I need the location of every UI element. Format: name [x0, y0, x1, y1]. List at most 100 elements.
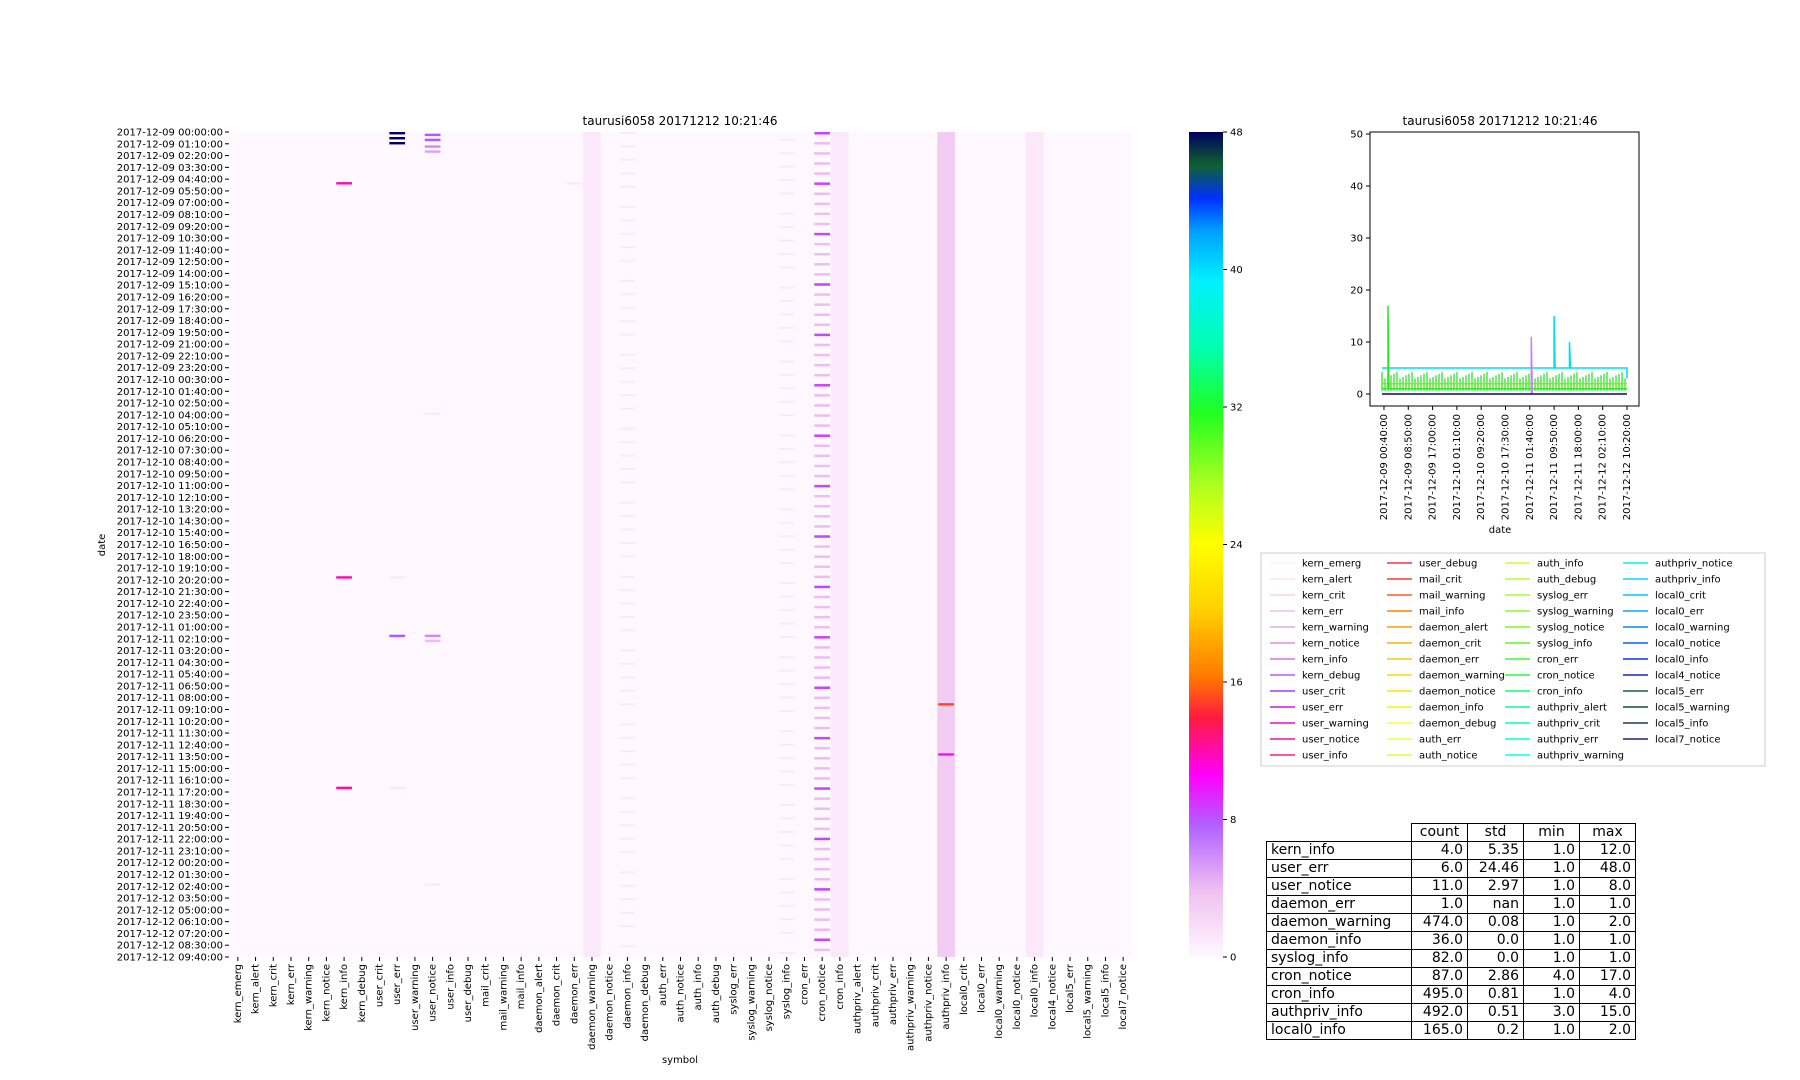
heatmap-cell [814, 696, 830, 700]
heatmap-cell [814, 625, 830, 629]
heatmap-cell [814, 313, 830, 316]
line-chart-x-tick-label: 2017-12-09 17:00:00 [1428, 414, 1439, 520]
legend-label: user_crit [1302, 687, 1345, 698]
line-chart-x-tick-label: 2017-12-11 18:00:00 [1573, 414, 1584, 520]
line-chart-y-tick-label: 10 [1350, 338, 1363, 349]
heatmap-y-tick-label: 2017-12-09 00:00:00 [117, 128, 223, 139]
heatmap-x-tick-label: local0_info [1030, 964, 1041, 1017]
heatmap-cell [778, 152, 795, 155]
heatmap-cell [619, 555, 636, 558]
stats-cell-name: user_notice [1266, 877, 1412, 896]
heatmap-cell [778, 844, 795, 847]
heatmap-y-tick-label: 2017-12-12 00:20:00 [117, 858, 223, 869]
heatmap-y-tick-label: 2017-12-12 03:50:00 [117, 894, 223, 905]
colorbar-tick-label: 0 [1230, 953, 1236, 964]
heatmap-cell [814, 363, 830, 367]
stats-cell-count: 87.0 [1411, 967, 1468, 986]
heatmap-x-tick-label: local7_notice [1118, 964, 1129, 1029]
heatmap-y-tick-label: 2017-12-09 04:40:00 [117, 175, 223, 186]
legend-label: syslog_err [1537, 591, 1589, 602]
heatmap-x-tick-label: local0_notice [1012, 964, 1023, 1029]
heatmap-cell [814, 636, 830, 639]
stats-cell-max: 12.0 [1579, 841, 1636, 860]
heatmap-cell [814, 323, 830, 327]
heatmap-cell [778, 360, 795, 363]
heatmap-cell [619, 394, 636, 397]
heatmap-x-tick-label: daemon_alert [534, 964, 545, 1033]
heatmap-y-tick-label: 2017-12-12 02:40:00 [117, 882, 223, 893]
colorbar-tick-label: 16 [1230, 678, 1243, 689]
heatmap-y-tick-label: 2017-12-10 21:30:00 [117, 587, 223, 598]
stats-cell-name: cron_info [1266, 985, 1412, 1004]
heatmap-column-local0_info [1025, 132, 1044, 957]
stats-cell-max: 2.0 [1579, 913, 1636, 932]
heatmap-cell [814, 555, 830, 558]
legend-label: local4_notice [1655, 671, 1720, 682]
heatmap-cell [814, 293, 830, 296]
heatmap-cell [778, 656, 795, 659]
legend-label: daemon_alert [1419, 623, 1488, 634]
heatmap-y-tick-label: 2017-12-11 17:20:00 [117, 788, 223, 799]
heatmap-cell [778, 931, 795, 934]
colorbar: 0 8 16 24 32 40 48 [1189, 128, 1243, 964]
heatmap-y-tick-label: 2017-12-12 05:00:00 [117, 905, 223, 916]
heatmap-cell [814, 787, 830, 790]
stats-cell-std: 0.0 [1467, 931, 1524, 950]
stats-cell-std: 24.46 [1467, 859, 1524, 878]
legend-label: kern_notice [1302, 639, 1360, 650]
stats-cell-max: 1.0 [1579, 895, 1636, 914]
heatmap-cell [778, 535, 795, 538]
heatmap-x-tick-label: kern_warning [304, 964, 315, 1031]
heatmap-cell [619, 763, 636, 766]
heatmap-cell [619, 232, 636, 235]
stats-row: cron_notice 87.0 2.86 4.0 17.0 [1266, 967, 1636, 986]
heatmap-cell [619, 676, 636, 679]
heatmap-cell [778, 326, 795, 329]
heatmap-y-tick-label: 2017-12-11 02:10:00 [117, 634, 223, 645]
heatmap-cell [619, 649, 636, 652]
legend-label: cron_info [1537, 687, 1583, 698]
heatmap-y-tick-label: 2017-12-11 09:10:00 [117, 705, 223, 716]
heatmap-x-tick-label: daemon_notice [605, 964, 616, 1041]
legend-label: local7_notice [1655, 735, 1720, 746]
legend: kern_emerg kern_alert kern_crit kern_errker… [1260, 552, 1766, 767]
heatmap-cell [814, 736, 830, 740]
heatmap-cell [814, 273, 830, 276]
stats-cell-count: 474.0 [1411, 913, 1468, 932]
heatmap-cell [814, 656, 830, 659]
heatmap-y-tick-label: 2017-12-09 01:10:00 [117, 139, 223, 150]
heatmap-cell [814, 878, 830, 881]
heatmap-y-tick-label: 2017-12-10 14:30:00 [117, 516, 223, 527]
heatmap-y-tick-label: 2017-12-11 04:30:00 [117, 658, 223, 669]
heatmap-y-tick-label: 2017-12-10 06:20:00 [117, 434, 223, 445]
heatmap-cell [778, 878, 795, 881]
heatmap-x-tick-label: kern_err [286, 963, 297, 1005]
stats-cell-std: 0.2 [1467, 1021, 1524, 1040]
legend-label: auth_notice [1419, 751, 1478, 762]
heatmap-cell [814, 807, 830, 810]
heatmap-x-tick-label: kern_notice [321, 964, 332, 1022]
heatmap-y-tick-label: 2017-12-10 09:50:00 [117, 469, 223, 480]
heatmap-cell-user_err [389, 137, 406, 140]
heatmap-y-tick-label: 2017-12-09 18:40:00 [117, 316, 223, 327]
heatmap-cell-user_notice [424, 133, 441, 137]
heatmap-cell [814, 444, 830, 448]
heatmap-cell [619, 306, 636, 309]
heatmap-cell [619, 367, 636, 370]
stats-cell-name: daemon_warning [1266, 913, 1412, 932]
heatmap-x-tick-label: mail_warning [498, 964, 509, 1030]
heatmap-cell [778, 710, 795, 713]
heatmap-cell-authpriv_info [938, 753, 954, 756]
legend-label: mail_crit [1419, 575, 1462, 586]
heatmap-cell [814, 384, 830, 387]
heatmap-x-tick-label: authpriv_warning [906, 964, 917, 1051]
line-chart-x-tick-label: 2017-12-11 09:50:00 [1549, 414, 1560, 520]
heatmap-cell [814, 424, 830, 427]
heatmap-y-tick-label: 2017-12-10 13:20:00 [117, 505, 223, 516]
stats-cell-max: 4.0 [1579, 985, 1636, 1004]
heatmap-x-tick-label: authpriv_info [941, 964, 952, 1030]
line-chart-x-tick-label: 2017-12-10 09:20:00 [1476, 414, 1487, 520]
heatmap-cell [814, 484, 830, 488]
heatmap-x-tick-label: cron_err [799, 963, 810, 1005]
heatmap-cell-user_notice [424, 634, 441, 638]
